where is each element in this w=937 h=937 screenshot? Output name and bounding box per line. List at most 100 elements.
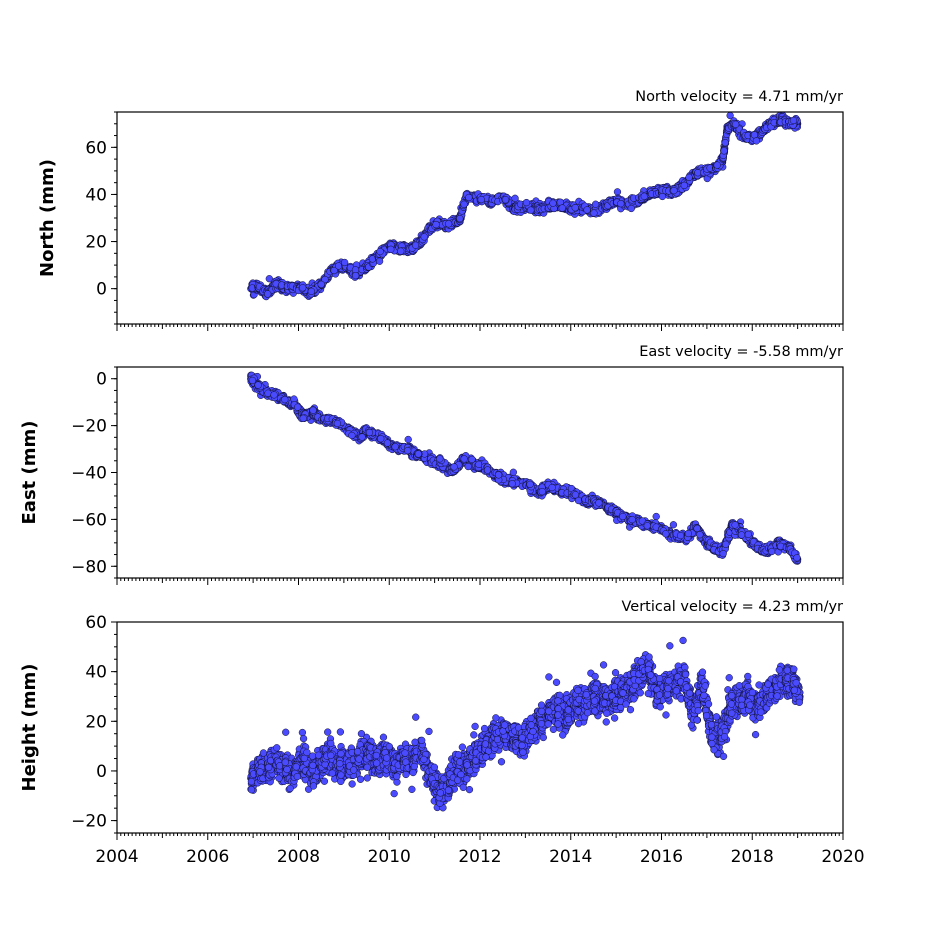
- data-point: [685, 173, 693, 182]
- data-point: [693, 524, 701, 533]
- data-point: [613, 188, 622, 196]
- data-point: [376, 247, 384, 256]
- data-point: [752, 137, 761, 145]
- panel-title: East velocity = -5.58 mm/yr: [639, 344, 843, 360]
- data-point: [321, 275, 329, 284]
- data-point: [317, 280, 325, 288]
- data-point: [414, 450, 422, 458]
- data-point: [334, 262, 343, 270]
- y-tick-label: −20: [71, 417, 107, 437]
- data-point: [420, 233, 428, 241]
- data-point: [264, 389, 272, 397]
- data-point: [538, 487, 546, 496]
- data-point: [640, 192, 648, 200]
- y-tick-label: −40: [71, 464, 107, 484]
- data-point: [365, 428, 374, 437]
- y-tick-label: −80: [71, 557, 107, 577]
- data-point: [307, 287, 316, 296]
- data-point: [652, 512, 660, 521]
- data-point: [387, 245, 395, 253]
- data-point: [680, 181, 688, 190]
- data-point: [375, 257, 384, 265]
- data-points: [247, 112, 802, 301]
- y-tick-label: 60: [85, 138, 107, 158]
- data-point: [558, 204, 566, 212]
- data-point: [247, 786, 256, 794]
- data-point: [713, 161, 721, 169]
- data-point: [595, 499, 603, 507]
- data-point: [265, 763, 273, 772]
- data-point: [509, 468, 518, 476]
- panel-3: Vertical velocity = 4.23 mm/yr Height (mm…: [19, 599, 865, 867]
- data-point: [522, 198, 531, 207]
- data-point: [501, 196, 510, 204]
- data-points: [247, 371, 802, 565]
- data-point: [494, 471, 503, 479]
- y-axis-label: Height (mm): [19, 664, 40, 792]
- data-point: [256, 768, 264, 776]
- data-point: [549, 199, 557, 207]
- data-point: [254, 381, 262, 389]
- data-point: [662, 530, 670, 538]
- data-point: [617, 200, 625, 208]
- data-point: [526, 480, 534, 488]
- data-point: [294, 403, 302, 411]
- data-point: [450, 463, 458, 471]
- data-point: [281, 395, 289, 404]
- data-point: [444, 220, 453, 228]
- data-point: [571, 204, 579, 212]
- plot-frame: [116, 366, 844, 579]
- data-point: [737, 531, 746, 539]
- data-point: [628, 515, 636, 524]
- data-point: [508, 480, 516, 488]
- y-axis-label: East (mm): [19, 421, 40, 525]
- data-point: [309, 406, 317, 414]
- data-point: [670, 186, 678, 195]
- data-point: [793, 554, 801, 562]
- plot-frame: [116, 111, 844, 325]
- y-tick-label: 20: [85, 233, 107, 253]
- y-axis-label: North (mm): [37, 159, 58, 277]
- data-point: [722, 540, 730, 548]
- data-point: [456, 214, 464, 223]
- data-point: [460, 200, 468, 208]
- panel-title: Vertical velocity = 4.23 mm/yr: [622, 599, 844, 615]
- data-point: [696, 531, 704, 539]
- data-point: [583, 206, 591, 214]
- y-tick-label: 0: [96, 370, 107, 390]
- data-point: [721, 139, 729, 147]
- data-points: [247, 636, 804, 812]
- data-point: [404, 446, 412, 455]
- data-point: [273, 744, 281, 752]
- panel-title: North velocity = 4.71 mm/yr: [635, 89, 843, 105]
- data-point: [299, 414, 307, 422]
- data-point: [264, 290, 272, 298]
- data-point: [391, 443, 399, 451]
- data-point: [684, 529, 693, 538]
- y-tick-label: 0: [96, 280, 107, 300]
- data-point: [731, 521, 739, 529]
- data-point: [436, 455, 444, 463]
- data-point: [299, 284, 307, 292]
- data-point: [341, 258, 349, 267]
- data-point: [247, 777, 256, 786]
- data-point: [333, 419, 342, 428]
- data-point: [789, 116, 798, 125]
- data-point: [477, 195, 485, 204]
- data-point: [548, 483, 556, 492]
- data-point: [676, 531, 685, 540]
- data-point: [351, 271, 360, 280]
- data-point: [358, 433, 366, 441]
- y-tick-label: 40: [85, 185, 107, 205]
- data-point: [571, 491, 580, 499]
- data-point: [627, 204, 635, 213]
- data-point: [732, 120, 740, 128]
- data-point: [275, 774, 283, 782]
- data-point: [248, 376, 257, 385]
- data-point: [511, 194, 519, 202]
- data-point: [432, 220, 440, 229]
- data-point: [397, 247, 405, 255]
- data-point: [720, 147, 728, 155]
- data-point: [591, 200, 600, 208]
